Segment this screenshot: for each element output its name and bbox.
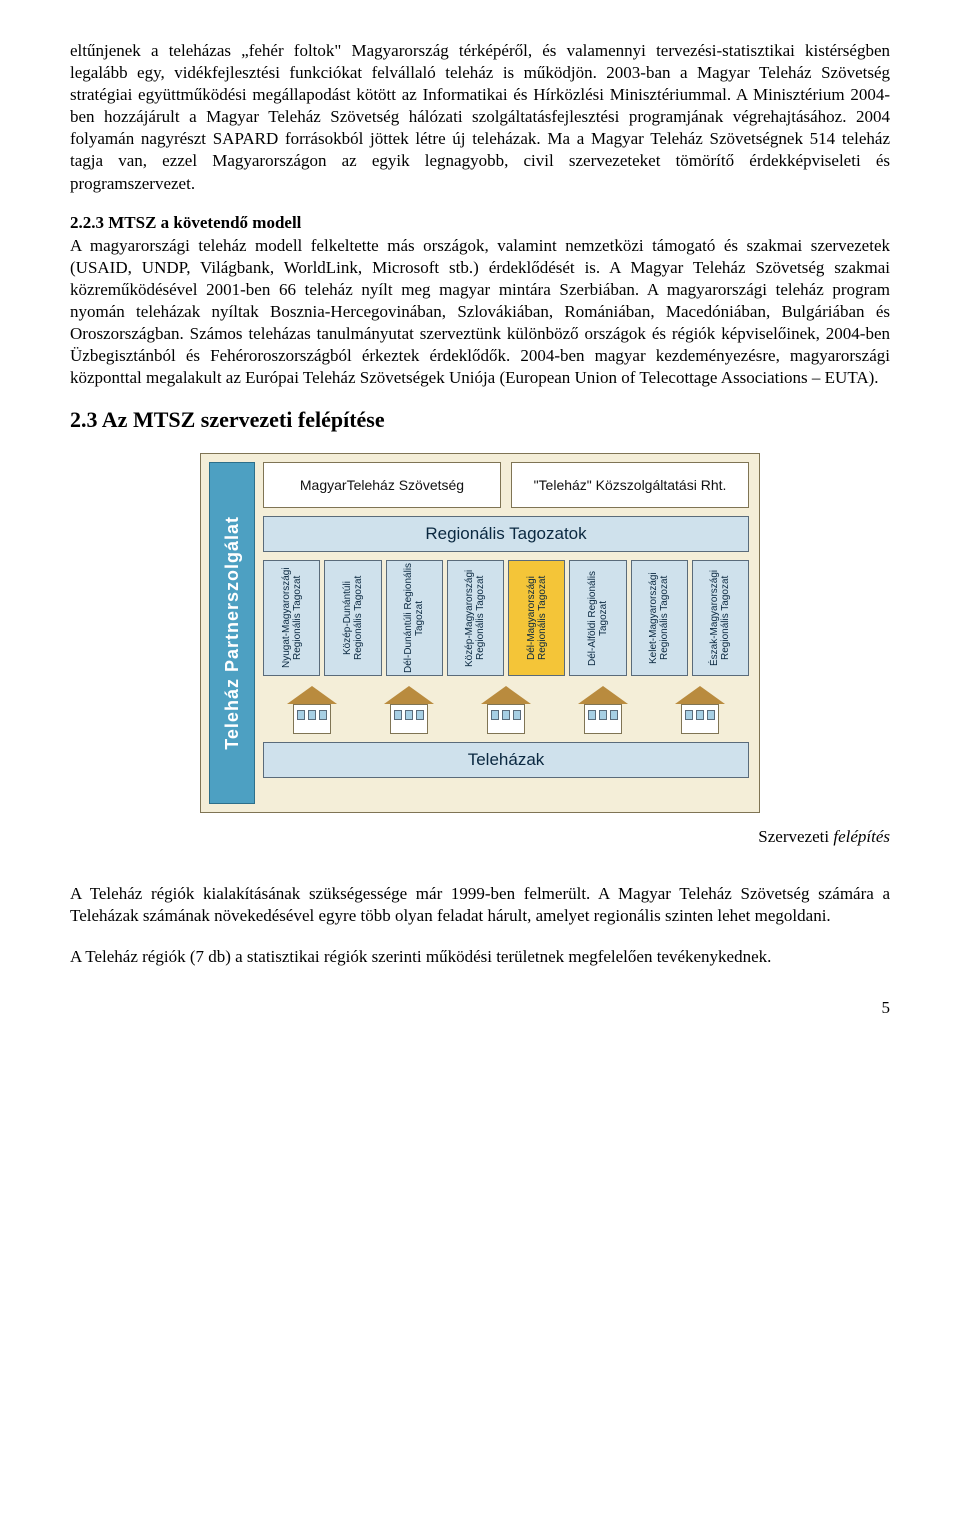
diagram-column: Kelet-Magyarországi Regionális Tagozat (631, 560, 688, 676)
diagram-column: Közép-Dunántúli Regionális Tagozat (324, 560, 381, 676)
caption-italic: felépítés (833, 827, 890, 846)
diagram-column: Észak-Magyarországi Regionális Tagozat (692, 560, 749, 676)
diagram-column-label: Dél-Magyarországi Regionális Tagozat (526, 561, 548, 675)
section-2-2-3-title: 2.2.3 MTSZ a követendő modell (70, 213, 890, 233)
diagram-column-label: Dél-Dunántúli Regionális Tagozat (403, 561, 425, 675)
diagram-top-boxes: MagyarTeleház Szövetség "Teleház" Közszo… (263, 462, 749, 508)
diagram-column: Közép-Magyarországi Regionális Tagozat (447, 560, 504, 676)
diagram-column: Nyugat-Magyarországi Regionális Tagozat (263, 560, 320, 676)
page-number: 5 (70, 998, 890, 1018)
diagram-caption: Szervezeti felépítés (70, 827, 890, 847)
diagram-column: Dél-Alföldi Regionális Tagozat (569, 560, 626, 676)
diagram-column-label: Nyugat-Magyarországi Regionális Tagozat (281, 561, 303, 675)
paragraph-4: A Teleház régiók (7 db) a statisztikai r… (70, 946, 890, 968)
diagram-topbox-left: MagyarTeleház Szövetség (263, 462, 501, 508)
diagram-band-telehazak: Teleházak (263, 742, 749, 778)
diagram-column: Dél-Magyarországi Regionális Tagozat (508, 560, 565, 676)
house-icon (287, 686, 337, 736)
diagram-band-regional: Regionális Tagozatok (263, 516, 749, 552)
diagram-column-label: Közép-Magyarországi Regionális Tagozat (464, 561, 486, 675)
diagram-column: Dél-Dunántúli Regionális Tagozat (386, 560, 443, 676)
paragraph-1: eltűnjenek a teleházas „fehér foltok" Ma… (70, 40, 890, 195)
diagram-columns: Nyugat-Magyarországi Regionális Tagozat K… (263, 560, 749, 676)
caption-lead: Szervezeti (758, 827, 833, 846)
org-diagram-container: Teleház Partnerszolgálat MagyarTeleház S… (70, 453, 890, 813)
diagram-column-label: Kelet-Magyarországi Regionális Tagozat (648, 561, 670, 675)
diagram-houses (263, 680, 749, 736)
house-icon (675, 686, 725, 736)
diagram-column-label: Észak-Magyarországi Regionális Tagozat (709, 561, 731, 675)
paragraph-3: A Teleház régiók kialakításának szüksége… (70, 883, 890, 927)
org-diagram: Teleház Partnerszolgálat MagyarTeleház S… (200, 453, 760, 813)
paragraph-2: A magyarországi teleház modell felkeltet… (70, 235, 890, 390)
house-icon (578, 686, 628, 736)
diagram-topbox-right: "Teleház" Közszolgáltatási Rht. (511, 462, 749, 508)
diagram-column-label: Dél-Alföldi Regionális Tagozat (587, 561, 609, 675)
house-icon (384, 686, 434, 736)
document-page: eltűnjenek a teleházas „fehér foltok" Ma… (0, 0, 960, 1065)
diagram-column-label: Közép-Dunántúli Regionális Tagozat (342, 561, 364, 675)
diagram-sidebar-label: Teleház Partnerszolgálat (222, 516, 243, 750)
section-2-3-title: 2.3 Az MTSZ szervezeti felépítése (70, 407, 890, 433)
house-icon (481, 686, 531, 736)
diagram-sidebar: Teleház Partnerszolgálat (209, 462, 255, 804)
